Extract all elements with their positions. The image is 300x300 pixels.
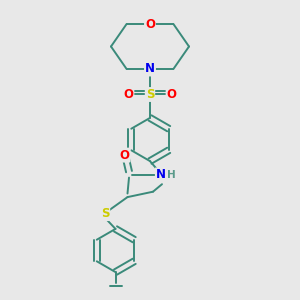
Text: O: O [167,88,177,101]
Text: H: H [167,169,176,180]
Text: N: N [145,62,155,76]
Text: O: O [145,17,155,31]
Text: S: S [146,88,154,101]
Text: N: N [155,168,166,181]
Text: O: O [123,88,134,101]
Text: O: O [119,148,130,162]
Text: S: S [101,207,109,220]
